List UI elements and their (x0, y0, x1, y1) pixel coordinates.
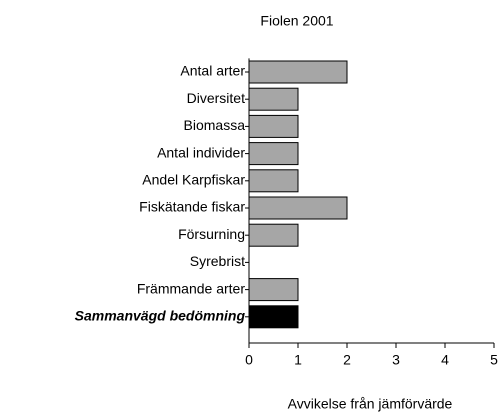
bar (248, 278, 299, 302)
chart-title: Fiolen 2001 (260, 13, 333, 29)
bar (248, 142, 299, 166)
x-tick-label: 1 (294, 352, 302, 368)
y-tick-label: Diversitet (187, 90, 245, 106)
x-axis-label: Avvikelse från jämförvärde (288, 396, 453, 412)
x-tick-label: 5 (490, 352, 498, 368)
x-tick-label: 4 (441, 352, 449, 368)
bar (248, 223, 299, 247)
y-tick-label: Antal arter (180, 63, 245, 79)
y-tick-label: Främmande arter (137, 280, 245, 296)
y-tick-label: Sammanvägd bedömning (75, 308, 246, 324)
y-tick-label: Andel Karpfiskar (142, 172, 245, 188)
bar (248, 169, 299, 193)
y-tick-label: Fiskätande fiskar (139, 199, 245, 215)
y-tick-label: Antal individer (157, 144, 245, 160)
y-tick-label: Syrebrist (190, 253, 245, 269)
bar (248, 305, 299, 329)
bar (248, 60, 348, 84)
x-tick-label: 3 (392, 352, 400, 368)
bar (248, 196, 348, 220)
y-tick-label: Försurning (178, 226, 245, 242)
x-tick-label: 2 (343, 352, 351, 368)
y-tick-label: Biomassa (184, 117, 246, 133)
bar (248, 87, 299, 111)
x-tick-label: 0 (245, 352, 253, 368)
bar (248, 114, 299, 138)
